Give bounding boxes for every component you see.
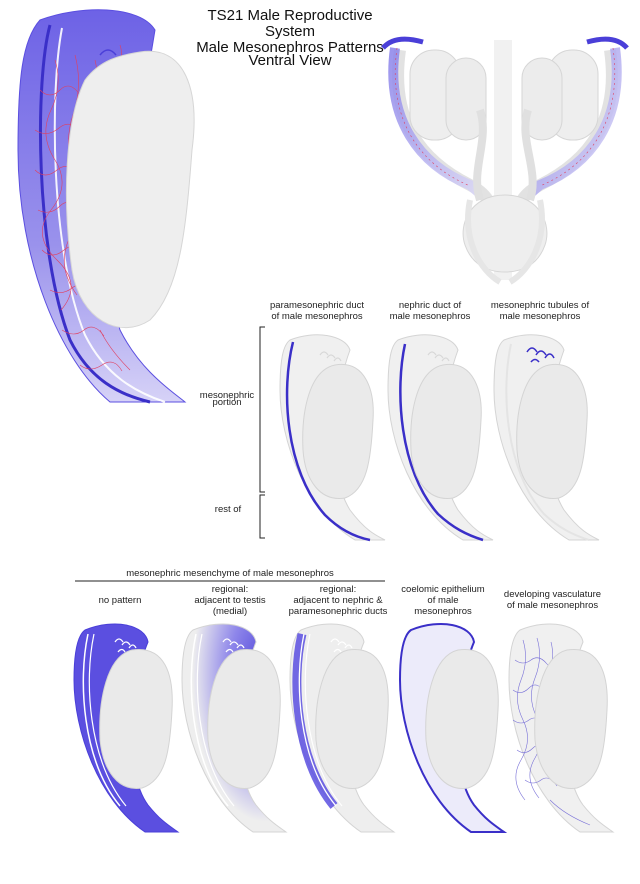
page-title: TS21 Male Reproductive System Male Meson…	[190, 8, 390, 56]
panel-coelomic	[398, 623, 508, 833]
label-no-pattern: no pattern	[98, 595, 142, 606]
label-nephric-line1: nephric duct of	[398, 300, 462, 311]
label-coelomic-line2: of male	[427, 595, 459, 606]
label-medial: regional: adjacent to testis (medial)	[175, 584, 285, 617]
label-vasc-line2: of male mesonephros	[506, 600, 599, 611]
overview-system	[381, 36, 629, 285]
title-line-1: TS21 Male Reproductive System	[207, 7, 373, 40]
label-rest-of: rest of	[214, 504, 242, 515]
label-mesonephric-line2: portion	[212, 397, 242, 408]
overview-left-testis-inner	[445, 57, 487, 141]
label-vasc-line1: developing vasculature	[503, 589, 602, 600]
panel-paramesonephric	[279, 334, 386, 542]
label-nephric-line2: male mesonephros	[389, 311, 471, 322]
label-nephric: nephric duct of male mesonephros	[375, 300, 485, 322]
label-ducts: regional: adjacent to nephric & parameso…	[278, 584, 398, 617]
label-coelomic-line3: mesonephros	[414, 606, 472, 617]
label-paramesonephric-line1: paramesonephric duct	[270, 300, 364, 311]
panel-vasculature	[508, 623, 615, 833]
panel-ducts	[289, 623, 396, 833]
label-coelomic-line1: coelomic epithelium	[401, 584, 485, 595]
overview-right-testis-inner	[521, 57, 563, 141]
label-mesonephric-portion: mesonephric portion	[192, 390, 262, 408]
label-medial-line2: adjacent to testis	[194, 595, 266, 606]
label-ducts-line3: paramesonephric ducts	[288, 606, 388, 617]
view-label: Ventral View	[248, 52, 332, 69]
label-ducts-line2: adjacent to nephric &	[293, 595, 383, 606]
panel-tubules	[493, 334, 600, 541]
panel-nephric	[387, 334, 494, 542]
label-coelomic: coelomic epithelium of male mesonephros	[393, 584, 493, 617]
label-ducts-line1: regional:	[319, 584, 357, 595]
large-testis	[65, 50, 195, 329]
label-paramesonephric-line2: of male mesonephros	[271, 311, 363, 322]
label-mesonephric-line1: mesonephric	[199, 390, 255, 401]
label-vasculature: developing vasculature of male mesonephr…	[495, 589, 610, 611]
panel-no-pattern	[73, 623, 180, 833]
label-medial-line1: regional:	[211, 584, 249, 595]
label-tubules-line1: mesonephric tubules of	[490, 300, 590, 311]
label-paramesonephric: paramesonephric duct of male mesonephros	[262, 300, 372, 322]
large-nephric-duct	[53, 27, 166, 403]
panel-medial	[181, 623, 288, 833]
label-tubules-line2: male mesonephros	[499, 311, 581, 322]
large-paramesonephric-duct	[38, 24, 151, 404]
label-mesenchyme-group: mesonephric mesenchyme of male mesonephr…	[126, 568, 334, 579]
region-bracket	[259, 326, 265, 539]
label-medial-line3: (medial)	[212, 606, 248, 617]
label-tubules: mesonephric tubules of male mesonephros	[480, 300, 600, 322]
title-line-2: Male Mesonephros Patterns	[196, 39, 384, 56]
large-mesonephros	[17, 9, 195, 404]
